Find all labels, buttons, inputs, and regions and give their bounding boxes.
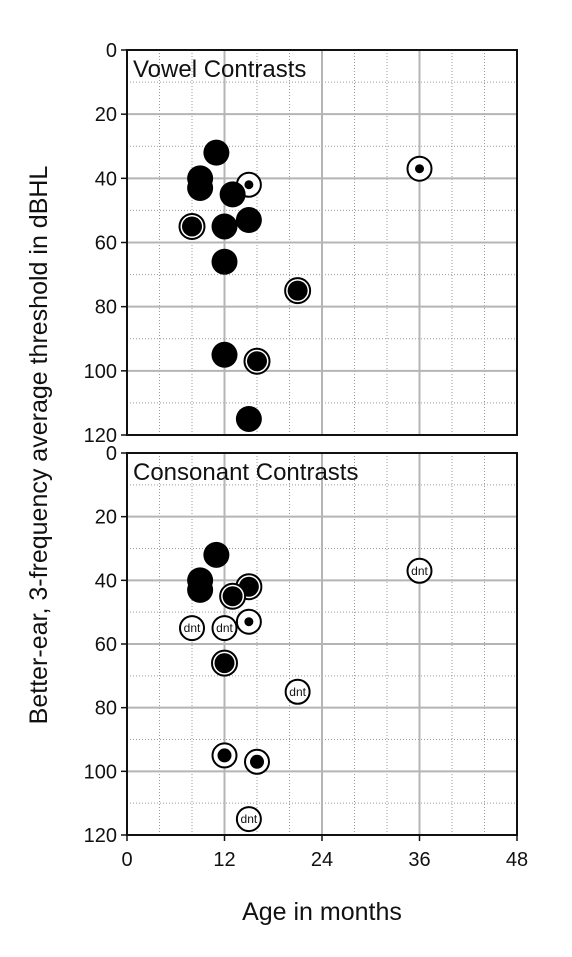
- panel-title: Vowel Contrasts: [133, 56, 306, 83]
- data-point: [203, 541, 230, 568]
- filled-marker: [219, 181, 246, 208]
- data-point: dnt: [406, 557, 433, 584]
- y-tick-label: 80: [95, 297, 117, 319]
- data-points: dnt dnt dnt dnt dnt: [179, 541, 433, 833]
- dnt-marker: [406, 557, 433, 584]
- dnt-marker: [179, 615, 205, 642]
- y-tick-label: 0: [106, 443, 117, 465]
- y-tick-label: 0: [106, 40, 117, 62]
- panel-consonant: 0 20 40 60 80 100 120 Consonant Contrasts 0 12 24 3…: [84, 443, 529, 871]
- filled-marker: [182, 216, 202, 237]
- y-tick-label: 20: [95, 104, 117, 126]
- x-tick-label: 24: [311, 849, 333, 871]
- data-point: [211, 248, 238, 275]
- data-points: [178, 139, 433, 432]
- y-tick-label: 100: [84, 361, 117, 383]
- filled-marker: [247, 351, 267, 372]
- x-tick-label: 48: [506, 849, 528, 871]
- dnt-label: dnt: [289, 685, 306, 699]
- data-point: [211, 649, 238, 677]
- data-point: [235, 405, 262, 432]
- filled-marker: [222, 586, 243, 607]
- data-point: [244, 748, 270, 775]
- y-tick-label: 60: [95, 634, 117, 656]
- dot-marker: [217, 748, 232, 763]
- data-point: [187, 576, 214, 603]
- data-point: [203, 139, 230, 166]
- filled-marker: [235, 405, 262, 432]
- data-point: [211, 341, 238, 368]
- y-tick-label: 120: [84, 425, 117, 447]
- dot-marker: [250, 754, 264, 769]
- y-axis-title: Better-ear, 3-frequency average threshol…: [25, 166, 53, 725]
- data-point: [178, 212, 206, 240]
- filled-marker: [287, 280, 308, 301]
- dot-marker: [244, 180, 254, 190]
- data-point: [211, 742, 238, 769]
- data-point: dnt: [179, 615, 205, 642]
- x-tick-label: 36: [408, 849, 430, 871]
- data-point: [219, 181, 246, 208]
- dnt-label: dnt: [184, 621, 201, 635]
- panel-title: Consonant Contrasts: [133, 459, 358, 486]
- data-point: dnt: [284, 678, 311, 705]
- dnt-marker: [235, 806, 262, 833]
- dnt-marker: [284, 678, 311, 705]
- data-point: [406, 155, 433, 182]
- data-point: [187, 174, 214, 201]
- dnt-label: dnt: [411, 564, 428, 578]
- filled-marker: [203, 139, 230, 166]
- y-tick-label: 100: [84, 761, 117, 783]
- filled-marker: [211, 213, 238, 240]
- y-tick-label: 80: [95, 698, 117, 720]
- filled-marker: [187, 174, 214, 201]
- data-point: [235, 608, 262, 635]
- data-point: dnt: [211, 615, 238, 642]
- filled-marker: [214, 653, 235, 674]
- y-tick-label: 20: [95, 507, 117, 529]
- y-tick-label: 120: [84, 825, 117, 847]
- filled-marker: [211, 248, 238, 275]
- dnt-marker: [211, 615, 238, 642]
- filled-marker: [187, 576, 214, 603]
- dot-marker: [415, 164, 424, 174]
- filled-marker: [203, 541, 230, 568]
- major-grid: [127, 50, 517, 435]
- dnt-label: dnt: [241, 812, 258, 826]
- panel-vowel: 0 20 40 60 80 100 120 Vowel Contrasts: [84, 40, 518, 447]
- y-tick-label: 40: [95, 168, 117, 190]
- data-point: [284, 277, 312, 305]
- data-point: [243, 347, 271, 375]
- data-point: dnt: [235, 806, 262, 833]
- y-tick-label: 60: [95, 233, 117, 255]
- x-axis-title: Age in months: [242, 898, 402, 926]
- data-point: [211, 213, 238, 240]
- major-grid: [127, 453, 517, 835]
- filled-marker: [235, 207, 262, 234]
- dnt-label: dnt: [216, 621, 233, 635]
- x-tick-label: 12: [213, 849, 235, 871]
- filled-marker: [211, 341, 238, 368]
- y-tick-label: 40: [95, 570, 117, 592]
- dot-marker: [244, 617, 254, 627]
- data-point: [235, 207, 262, 234]
- data-point: [219, 582, 247, 610]
- x-tick-label: 0: [121, 849, 132, 871]
